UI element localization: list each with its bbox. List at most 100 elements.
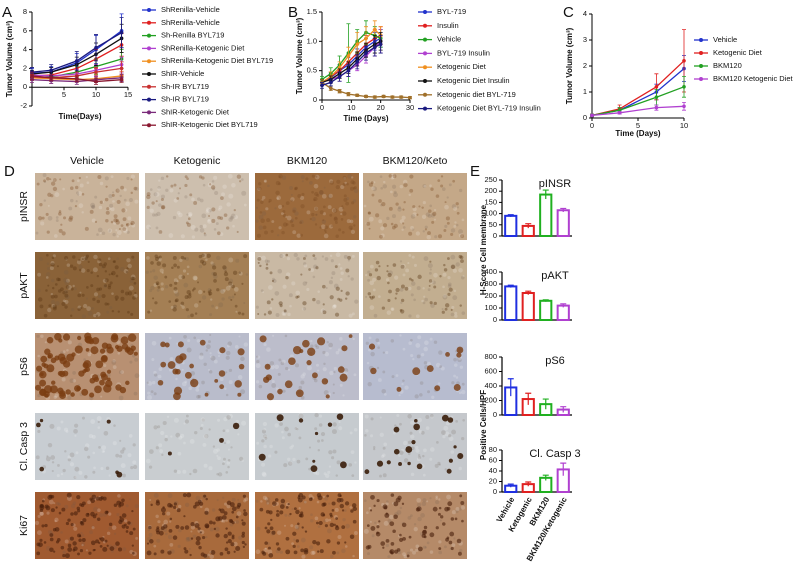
- texture: [148, 465, 153, 469]
- stained-cell: [77, 552, 80, 556]
- texture: [271, 383, 277, 388]
- texture: [258, 384, 263, 389]
- texture: [178, 274, 184, 280]
- texture: [229, 215, 234, 220]
- stained-cell: [209, 520, 213, 525]
- texture: [329, 179, 334, 184]
- texture: [133, 464, 138, 470]
- texture: [444, 204, 449, 210]
- texture: [457, 357, 462, 363]
- texture: [353, 373, 357, 377]
- stained-cell: [53, 550, 56, 553]
- texture: [315, 345, 320, 350]
- texture: [265, 497, 271, 502]
- texture: [371, 534, 375, 538]
- texture: [301, 307, 305, 311]
- texture: [292, 457, 296, 462]
- error-bar: [542, 299, 549, 302]
- data-point: [329, 80, 333, 85]
- texture: [37, 514, 41, 518]
- texture: [414, 394, 419, 399]
- legend-label: ShRenilla-Vehicle: [161, 18, 220, 27]
- texture: [350, 229, 356, 235]
- texture: [328, 342, 333, 348]
- texture: [291, 508, 294, 511]
- texture: [417, 516, 422, 522]
- stained-cell: [119, 515, 122, 519]
- texture: [134, 373, 140, 379]
- legend-label: BYL-719 Insulin: [437, 48, 490, 57]
- data-point: [355, 42, 360, 47]
- texture: [317, 525, 321, 529]
- stained-cell: [367, 292, 372, 296]
- texture: [329, 254, 333, 258]
- texture: [227, 459, 231, 462]
- texture: [303, 500, 307, 504]
- stained-cell: [115, 541, 120, 546]
- stained-cell: [433, 301, 437, 306]
- texture: [187, 536, 192, 542]
- stained-cell: [119, 501, 124, 507]
- stained-cell: [392, 529, 396, 534]
- texture: [343, 368, 349, 373]
- texture: [262, 195, 266, 200]
- texture: [176, 280, 179, 283]
- texture: [34, 520, 40, 526]
- texture: [199, 426, 203, 430]
- texture: [296, 257, 300, 261]
- texture: [69, 452, 75, 458]
- texture: [431, 395, 435, 399]
- data-point: [390, 95, 395, 99]
- texture: [196, 394, 201, 399]
- texture: [353, 188, 359, 194]
- texture: [331, 208, 337, 213]
- texture: [430, 415, 434, 419]
- stained-cell: [399, 309, 403, 312]
- texture: [94, 195, 98, 199]
- texture: [331, 429, 337, 435]
- stained-cell: [38, 370, 47, 379]
- texture: [367, 278, 370, 282]
- y-tick-label: 20: [489, 476, 497, 485]
- legend-label: ShIR-Vehicle: [161, 69, 204, 78]
- texture: [311, 550, 316, 555]
- stained-cell: [87, 260, 90, 264]
- texture: [176, 210, 181, 215]
- stained-cell: [376, 531, 379, 535]
- stained-cell: [61, 231, 66, 236]
- texture: [423, 184, 427, 188]
- texture: [209, 554, 214, 559]
- stained-cell: [279, 304, 283, 308]
- texture: [93, 254, 98, 260]
- texture: [364, 434, 367, 437]
- texture: [46, 511, 50, 515]
- texture: [382, 351, 385, 354]
- texture: [128, 224, 131, 228]
- stained-cell: [428, 279, 433, 283]
- stained-cell: [92, 297, 96, 301]
- texture: [87, 311, 93, 316]
- texture: [455, 262, 460, 267]
- stained-cell: [104, 539, 108, 543]
- texture: [323, 362, 326, 366]
- texture: [434, 235, 438, 239]
- y-tick-label: 400: [484, 267, 497, 276]
- texture: [241, 178, 244, 181]
- stained-cell: [270, 229, 274, 233]
- texture: [227, 173, 233, 179]
- stained-cell: [36, 422, 41, 428]
- stained-cell: [223, 271, 229, 277]
- stained-cell: [342, 175, 347, 180]
- texture: [223, 288, 226, 292]
- texture: [410, 472, 415, 477]
- texture: [380, 233, 385, 238]
- stained-cell: [440, 184, 444, 188]
- texture: [261, 198, 264, 201]
- stained-cell: [278, 301, 283, 306]
- stained-cell: [198, 254, 203, 259]
- stained-cell: [81, 388, 89, 396]
- texture: [106, 373, 111, 377]
- texture: [99, 513, 104, 518]
- stained-cell: [111, 270, 116, 276]
- stained-cell: [162, 263, 167, 268]
